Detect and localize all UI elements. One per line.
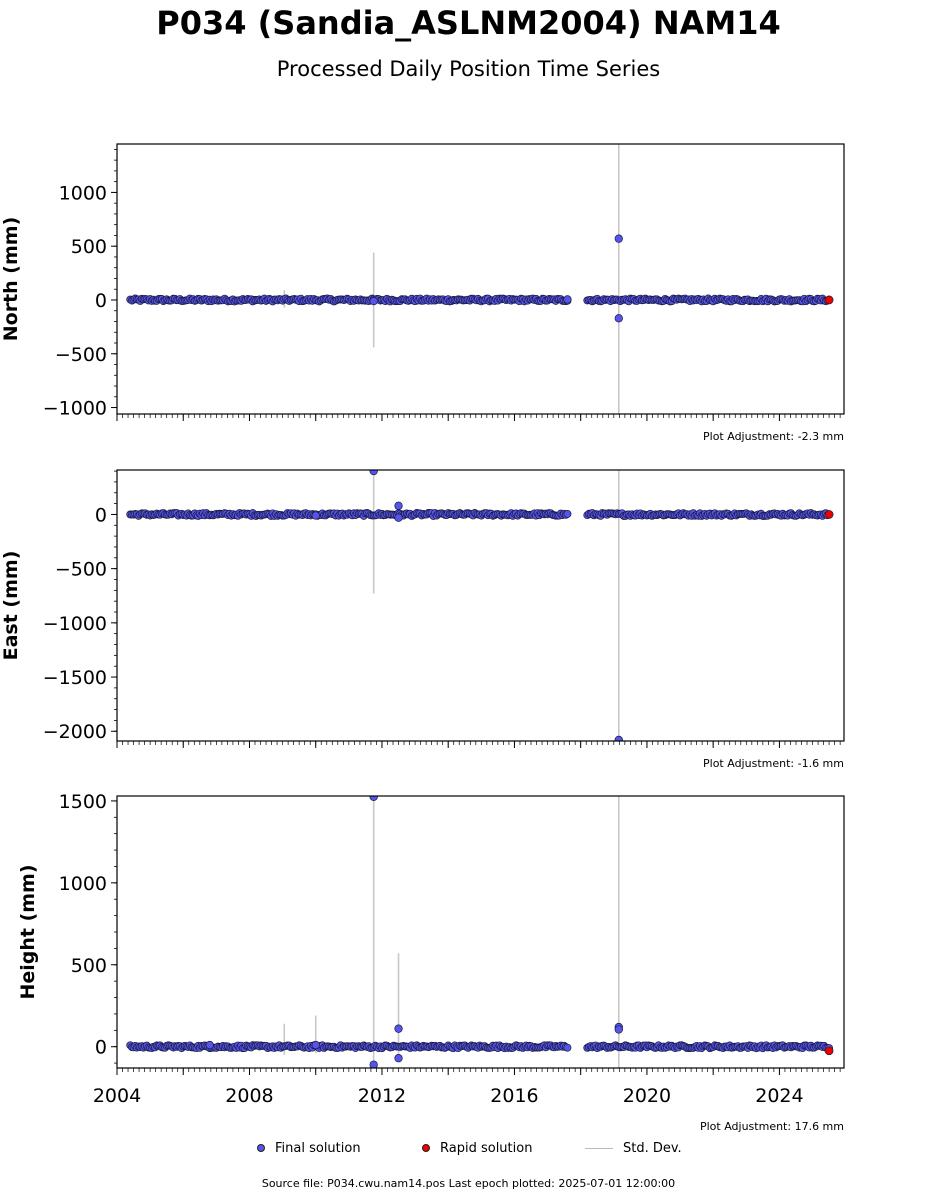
panel-frame [116,143,845,415]
y-tick-label: 0 [95,290,107,312]
plot-area [126,470,834,741]
plot-area [126,796,834,1068]
y-tick-label: 1000 [59,182,107,204]
chart-subtitle: Processed Daily Position Time Series [276,57,661,81]
plot-adjustment-label: Plot Adjustment: -2.3 mm [703,430,844,443]
outlier-point [311,511,320,520]
final-solution-cloud [126,1041,572,1053]
outlier-point [394,513,403,522]
outlier-point [394,1054,403,1063]
y-tick-label: −500 [55,559,107,581]
y-tick-label: −1000 [43,398,107,420]
legend-item-final: Final solution [257,1137,361,1159]
outlier-point [563,295,572,304]
final-solution-cloud [126,509,572,520]
y-tick-label: −1500 [43,667,107,689]
plot-area [126,144,834,414]
final-solution-cloud [126,294,572,306]
y-tick-label: 500 [71,955,107,977]
legend-item-rapid: Rapid solution [422,1137,532,1159]
x-tick-label: 2004 [93,1085,141,1107]
panel-3: 1500 1000 500 0 2004 2008 2012 2016 2020 2024 Heig… [17,791,845,1133]
outlier-point [369,1060,378,1068]
final-solution-cloud [583,294,834,306]
y-tick-label: −500 [55,344,107,366]
final-solution-point [563,1043,572,1052]
source-note: Source file: P034.cwu.nam14.pos Last epo… [261,1177,676,1190]
y-tick-label: 0 [95,1037,107,1059]
outlier-point [394,1024,403,1033]
plot-adjustment-label: Plot Adjustment: 17.6 mm [700,1120,844,1133]
legend-label-stddev: Std. Dev. [623,1140,682,1156]
y-tick-label: −2000 [43,721,107,743]
rapid-solution-point [824,510,834,519]
outlier-point [614,314,623,323]
outlier-point [369,296,378,306]
y-tick-label: 0 [95,504,107,526]
rapid-solution-point [824,295,834,305]
x-tick-label: 2008 [225,1085,273,1107]
x-tick-label: 2020 [623,1085,671,1107]
outlier-point [394,501,403,510]
outlier-point [614,234,623,243]
outlier-point [369,796,378,801]
rapid-solution-marker-icon [422,1144,430,1152]
x-tick-label: 2024 [755,1085,803,1107]
plot-adjustment-label: Plot Adjustment: -1.6 mm [703,757,844,770]
final-solution-cloud [583,509,834,520]
panel-frame [116,469,845,742]
y-axis-label: East (mm) [0,551,22,661]
chart-title: P034 (Sandia_ASLNM2004) NAM14 [156,4,781,42]
final-solution-marker-icon [257,1144,265,1152]
outlier-point [369,470,378,476]
panel-1: 1000 500 0 −500 −1000 North (mm) Plot Adjustme… [0,143,845,443]
outlier-point [614,735,623,741]
panel-frame [116,795,845,1069]
y-tick-label: 1000 [59,873,107,895]
y-tick-label: 500 [71,236,107,258]
outlier-point [311,1040,320,1050]
outlier-point [205,1040,214,1050]
rapid-solution-point [824,1046,834,1056]
panel-2: 0 −500 −1000 −1500 −2000 East (mm) Plot Adjust… [0,469,845,770]
x-tick-label: 2016 [490,1085,538,1107]
x-tick-label: 2012 [358,1085,406,1107]
outlier-point [614,1025,623,1034]
final-solution-point [563,510,572,518]
y-tick-label: −1000 [43,613,107,635]
y-tick-label: 1500 [59,791,107,813]
std-dev-line-icon [585,1147,613,1149]
y-axis-label: North (mm) [0,217,22,342]
legend-item-stddev: Std. Dev. [585,1137,682,1159]
legend-label-final: Final solution [275,1140,361,1156]
y-axis-label: Height (mm) [17,864,39,999]
final-solution-cloud [583,1041,834,1053]
legend-label-rapid: Rapid solution [440,1140,533,1156]
legend: Final solution Rapid solution Std. Dev. [0,1137,937,1159]
